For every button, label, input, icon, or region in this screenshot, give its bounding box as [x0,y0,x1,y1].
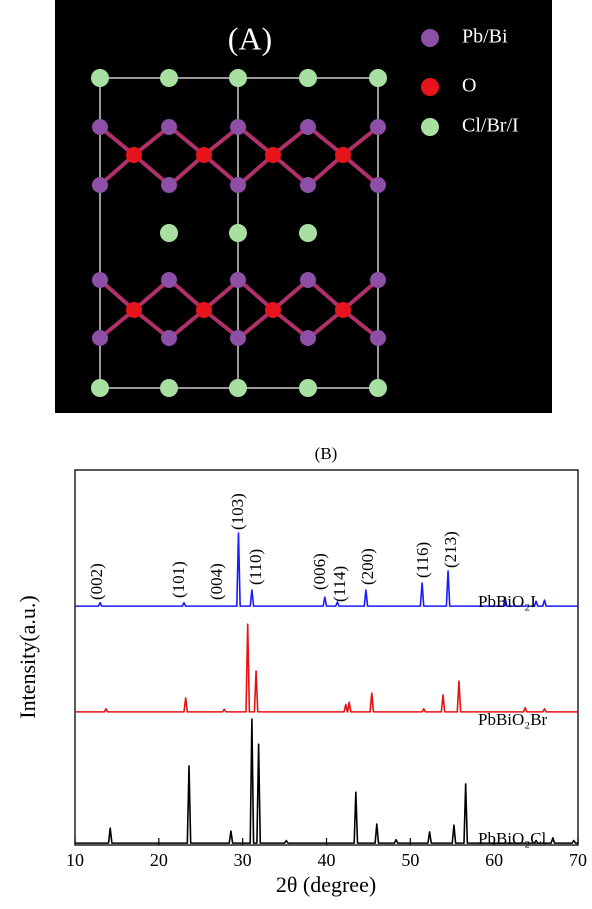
peak-label: (006) [310,553,329,590]
series-label: PbBiO₂I [478,592,536,611]
atom-pb-bi [300,272,316,288]
peak-label: (002) [87,563,106,600]
atom-pb-bi [370,177,386,193]
peak-label: (200) [358,548,377,585]
atom-halogen [229,69,247,87]
atom-o [126,147,142,163]
atom-pb-bi [300,119,316,135]
atom-pb-bi [300,330,316,346]
atom-pb-bi [230,330,246,346]
xrd-pattern [75,532,578,607]
atom-pb-bi [300,177,316,193]
peak-label: (116) [413,542,432,578]
peak-label: (114) [330,566,349,602]
legend-label: O [462,75,476,97]
xrd-pattern [75,718,578,844]
chart-title: (B) [315,444,338,463]
atom-pb-bi [161,177,177,193]
crystal-structure [91,69,387,397]
x-tick-label: 20 [150,850,168,870]
legend-swatch [421,78,439,96]
atom-halogen [299,379,317,397]
panel-a-background [55,0,552,413]
legend-swatch [421,118,439,136]
xrd-pattern [75,623,578,713]
atom-halogen [91,379,109,397]
atom-halogen [369,379,387,397]
atom-o [196,147,212,163]
panel-a-label: (A) [228,20,272,56]
atom-pb-bi [92,272,108,288]
atom-o [265,302,281,318]
atom-halogen [299,224,317,242]
legend-swatch [421,29,439,47]
atom-halogen [299,69,317,87]
atom-halogen [369,69,387,87]
atom-o [335,147,351,163]
x-tick-label: 30 [234,850,252,870]
atom-pb-bi [92,330,108,346]
peak-label: (101) [169,561,188,598]
atom-pb-bi [161,119,177,135]
atom-halogen [160,69,178,87]
atom-pb-bi [230,119,246,135]
atom-pb-bi [370,330,386,346]
atom-pb-bi [370,272,386,288]
atom-pb-bi [92,177,108,193]
x-tick-label: 10 [66,850,84,870]
atom-pb-bi [161,272,177,288]
atom-o [196,302,212,318]
legend-label: Pb/Bi [462,26,508,48]
y-axis-label: Intensity(a.u.) [15,595,40,718]
atom-pb-bi [92,119,108,135]
x-tick-label: 70 [569,850,587,870]
atom-halogen [229,379,247,397]
x-tick-label: 60 [485,850,503,870]
atom-halogen [91,69,109,87]
atom-pb-bi [230,177,246,193]
series-label: PbBiO₂Cl [478,829,547,848]
atom-pb-bi [230,272,246,288]
atom-halogen [229,224,247,242]
plot-frame [74,469,579,846]
atom-o [265,147,281,163]
x-tick-label: 50 [401,850,419,870]
peak-label: (103) [228,493,247,530]
peak-label: (004) [207,563,226,600]
atom-pb-bi [161,330,177,346]
legend-label: Cl/Br/I [462,115,519,137]
atom-halogen [160,379,178,397]
atom-o [335,302,351,318]
peak-label: (213) [441,531,460,568]
atom-halogen [160,224,178,242]
x-tick-label: 40 [318,850,336,870]
peak-label: (110) [246,549,265,585]
x-axis-label: 2θ (degree) [276,872,376,897]
atom-o [126,302,142,318]
series-label: PbBiO₂Br [478,710,548,729]
atom-pb-bi [370,119,386,135]
